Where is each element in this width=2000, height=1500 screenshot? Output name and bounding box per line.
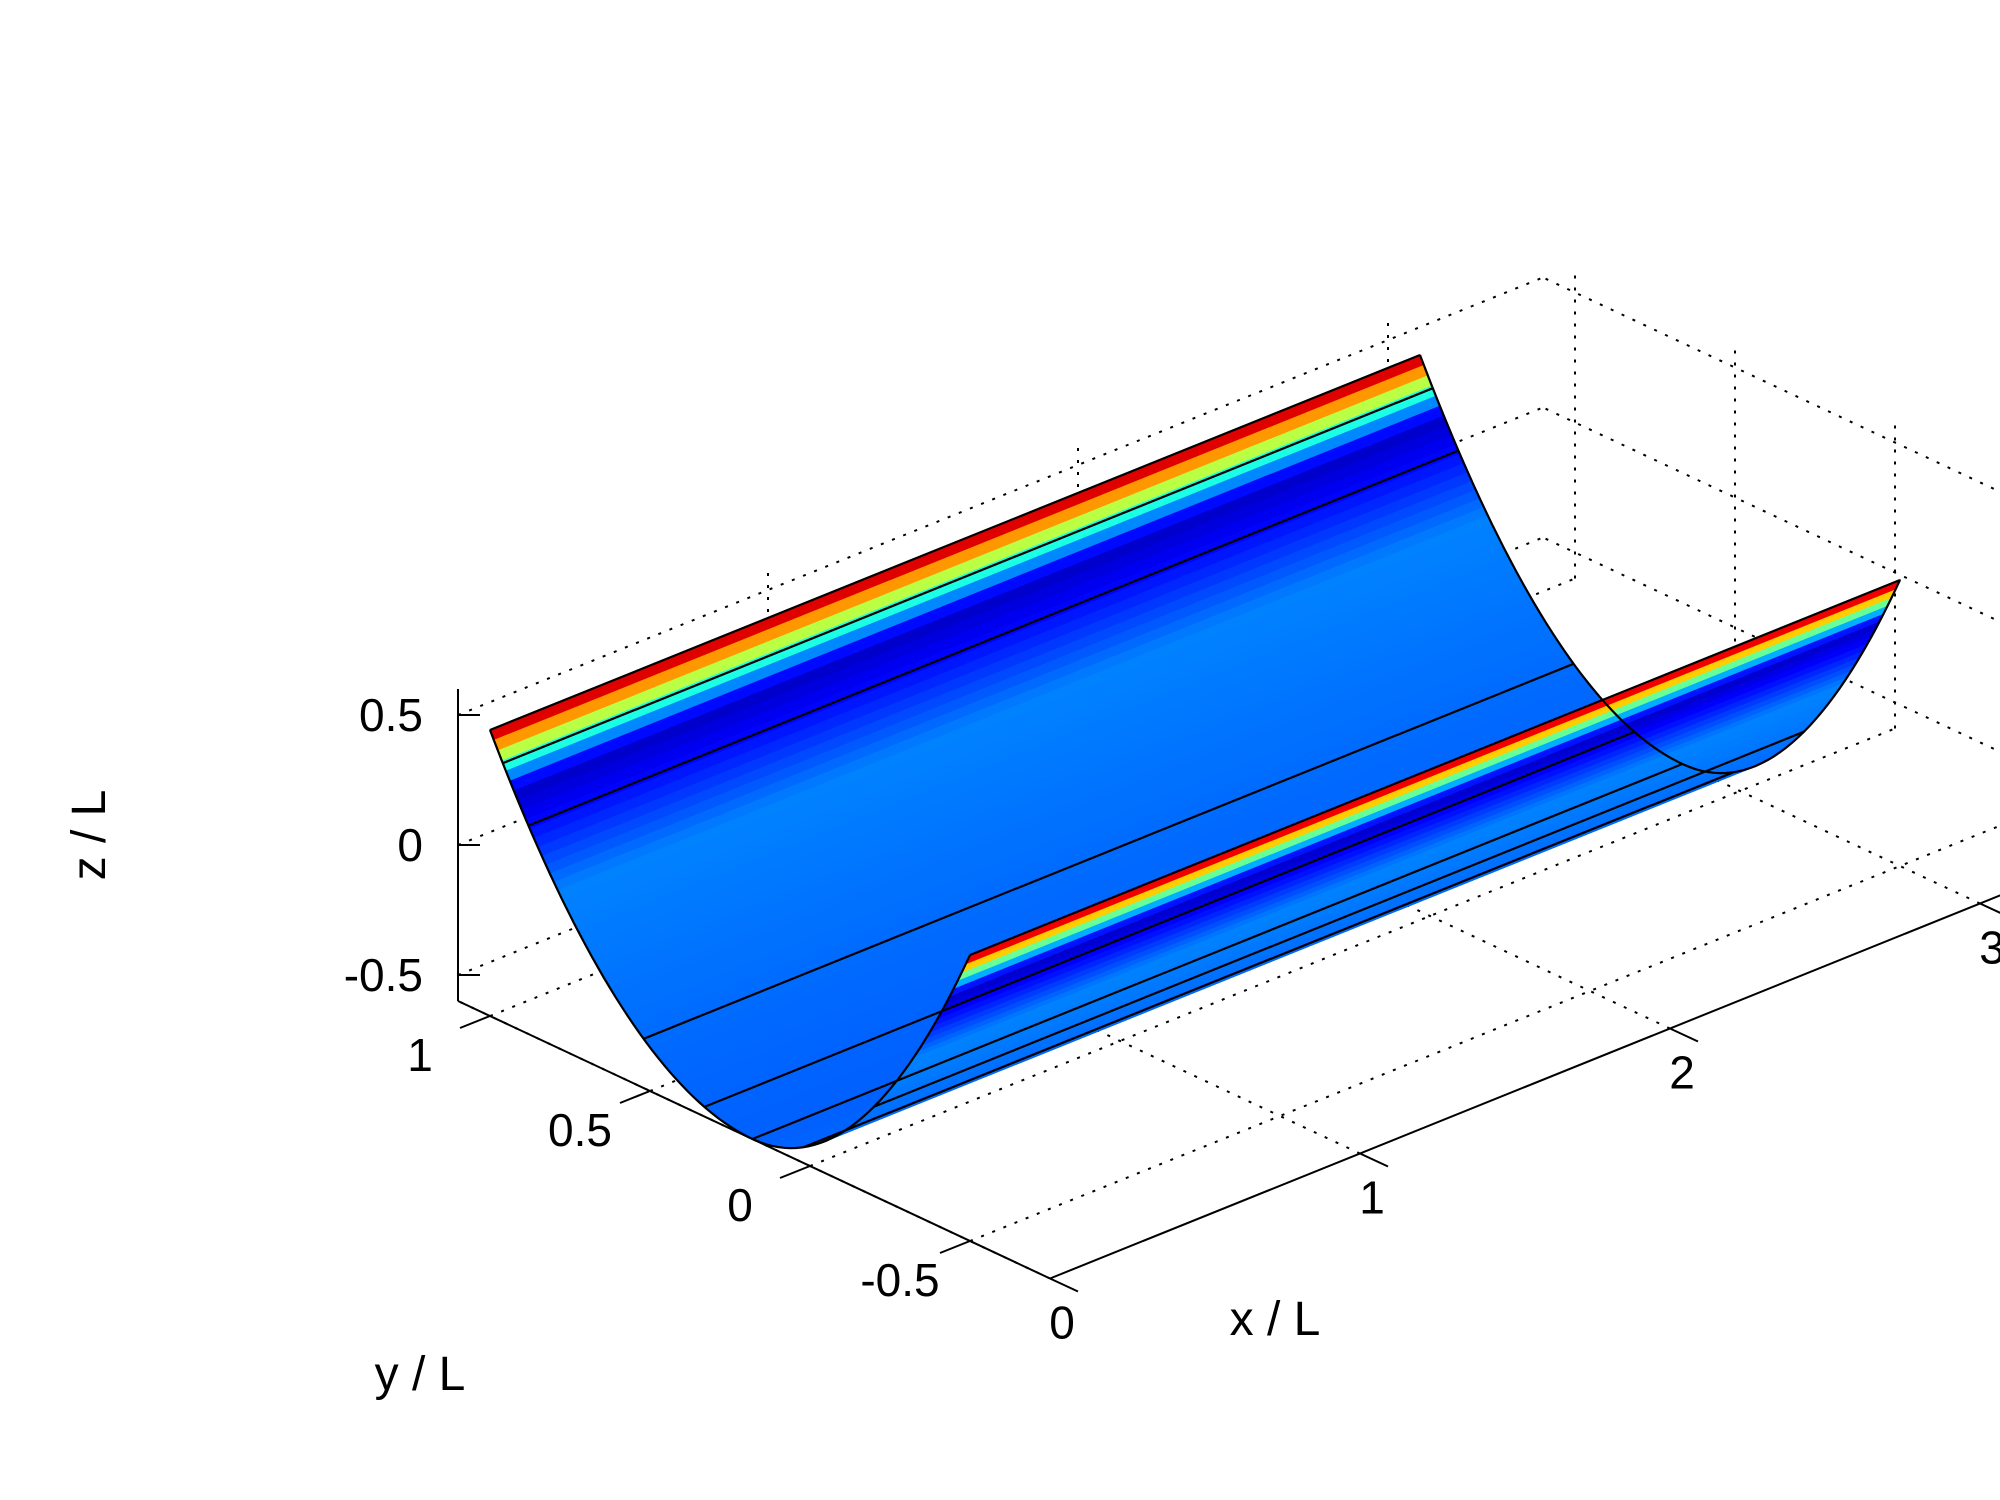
y-tick-label: 0 [727, 1179, 753, 1231]
y-tick-mark [939, 1240, 971, 1254]
surface-mesh-line [643, 662, 1575, 1040]
surface-mesh-line [527, 449, 1459, 827]
y-tick-mark [459, 1015, 491, 1029]
z-tick-label: 0 [397, 819, 423, 871]
trough-surface [488, 353, 1902, 1150]
x-tick-mark [1979, 902, 2000, 914]
surface-mesh-line [502, 387, 1434, 765]
y-tick-label: 1 [407, 1029, 433, 1081]
y-axis-label: y / L [375, 1348, 466, 1401]
grid-line-z-side [1542, 406, 2000, 623]
surface-mesh-line [803, 771, 1735, 1149]
x-tick-label: 1 [1359, 1172, 1385, 1224]
surface-mesh-line [873, 730, 1805, 1108]
surface-end-curve-x1 [1418, 354, 1901, 775]
y-tick-mark [619, 1090, 651, 1104]
surface-end-curve-x0 [488, 729, 971, 1150]
tick-labels: 0 1 2 3 -0.5 0 0.5 1 -0.5 0 0.5 [344, 689, 2000, 1349]
surface-rim-back [489, 353, 1421, 732]
y-tick-label: -0.5 [860, 1254, 939, 1306]
surface-mesh-line [703, 730, 1635, 1108]
z-tick-label: -0.5 [344, 949, 423, 1001]
x-tick-label: 2 [1669, 1047, 1695, 1099]
tick-marks [458, 714, 2000, 1293]
grid-line-y-floor [809, 727, 1896, 1167]
z-axis-label: z / L [63, 790, 116, 881]
x-axis-label: x / L [1230, 1293, 1321, 1346]
x-tick-label: 3 [1979, 922, 2000, 974]
grid-line-y-floor [969, 824, 2000, 1242]
surface-mesh-line [751, 762, 1683, 1141]
x-axis-line [1049, 894, 2000, 1280]
x-tick-mark [1049, 1277, 1079, 1293]
x-tick-mark [1669, 1027, 1699, 1043]
y-tick-label: 0.5 [548, 1104, 612, 1156]
y-tick-mark [779, 1165, 811, 1179]
x-tick-mark [1359, 1152, 1389, 1168]
surface-rim-front [969, 578, 1901, 957]
z-tick-label: 0.5 [359, 689, 423, 741]
grid-line-z-back [457, 276, 1544, 716]
grid-line-z-side [1542, 276, 2000, 493]
x-tick-label: 0 [1049, 1297, 1075, 1349]
